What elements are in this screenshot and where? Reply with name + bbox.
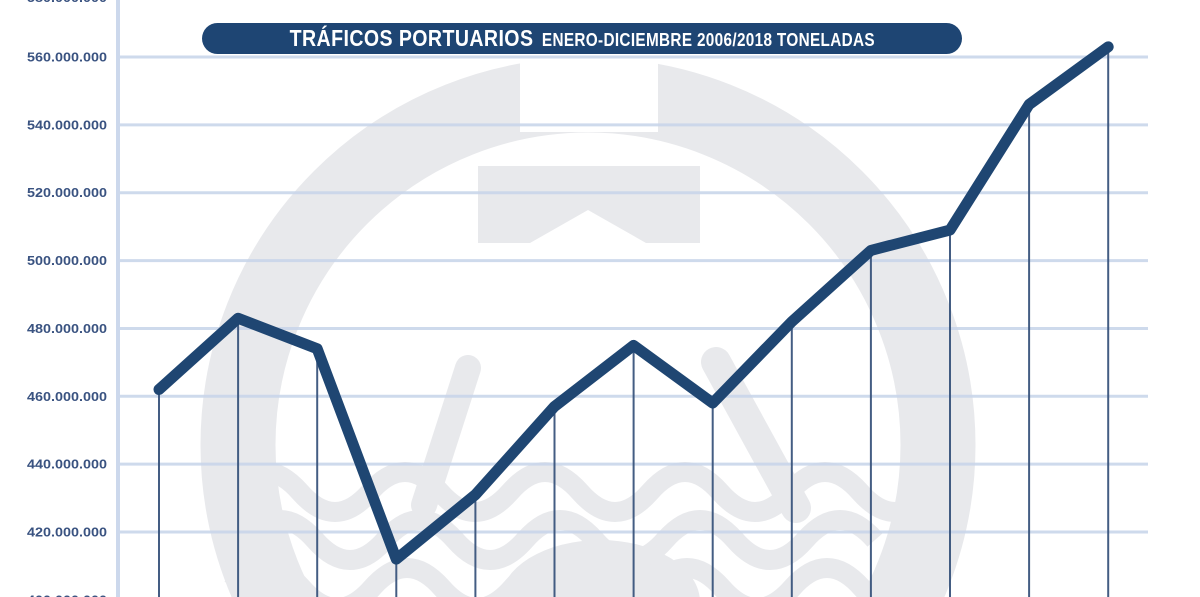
y-axis-tick-label: 560.000.000 <box>27 50 107 65</box>
chart-title-banner: TRÁFICOS PORTUARIOS ENERO-DICIEMBRE 2006… <box>202 23 962 54</box>
y-axis-tick-label: 420.000.000 <box>27 525 107 540</box>
y-axis-tick-label: 500.000.000 <box>27 253 107 268</box>
y-axis-tick-label: 400.000.000 <box>27 592 107 597</box>
y-axis-tick-label: 580.000.000 <box>27 0 107 5</box>
y-axis-tick-label: 460.000.000 <box>27 389 107 404</box>
y-axis-tick-label: 480.000.000 <box>27 321 107 336</box>
y-axis-tick-label: 540.000.000 <box>27 117 107 132</box>
watermark-waves <box>222 462 940 597</box>
watermark-bridge <box>478 166 700 243</box>
y-axis-tick-label: 440.000.000 <box>27 457 107 472</box>
chart-title-text: TRÁFICOS PORTUARIOS ENERO-DICIEMBRE 2006… <box>289 25 874 52</box>
y-axis-tick-label: 520.000.000 <box>27 185 107 200</box>
chart-title-main: TRÁFICOS PORTUARIOS <box>289 25 534 51</box>
traffic-series-line <box>153 41 1114 565</box>
chart-title-sub: ENERO-DICIEMBRE 2006/2018 TONELADAS <box>541 30 875 50</box>
